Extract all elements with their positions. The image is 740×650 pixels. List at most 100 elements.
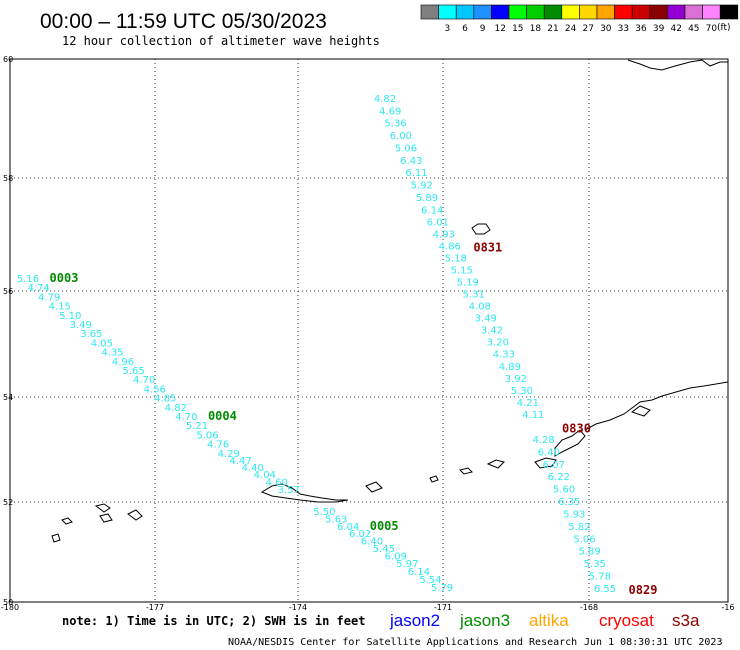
coast-unimak-island (554, 429, 586, 457)
wave-height-value: 5.89 (416, 193, 438, 204)
wave-height-value: 5.10 (59, 311, 81, 322)
scale-swatch (719, 4, 739, 20)
scale-tick-label: 12 (494, 24, 505, 34)
wave-height-value: 3.92 (505, 374, 527, 385)
wave-height-value: 4.04 (254, 470, 276, 481)
altimeter-tracks: 5.164.744.794.155.103.493.654.054.354.96… (17, 94, 658, 597)
coastline-aleutians (51, 59, 729, 543)
wave-height-color-scale: 3 6 9 12 15 18 21 24 27 30 33 36 39 42 45 70 (420, 4, 739, 34)
lat-label: 50 (3, 598, 13, 607)
wave-height-value: 5.60 (553, 485, 575, 496)
wave-height-value: 6.07 (543, 460, 565, 471)
wave-height-value: 5.18 (445, 254, 467, 265)
wave-height-value: 4.76 (207, 440, 229, 451)
wave-height-value: 3.49 (475, 314, 497, 325)
wave-height-value: 5.06 (573, 534, 595, 545)
wave-height-value: 4.82 (374, 94, 396, 105)
map-title: 00:00 – 11:59 UTC 05/30/2023 (40, 10, 327, 33)
scale-tick-label: 6 (462, 24, 468, 34)
coast-rat-near-islands (260, 483, 349, 503)
wave-height-value: 6.40 (538, 447, 560, 458)
pass-time-label: 0830 (562, 422, 591, 436)
scale-tick-label: 15 (512, 24, 523, 34)
wave-height-value: 6.40 (361, 537, 383, 548)
lon-label: -16 (721, 603, 734, 612)
wave-height-value: 4.82 (165, 403, 187, 414)
scale-swatch (420, 4, 439, 20)
coast-kodiak-fragment (630, 405, 651, 417)
track-0831-0829: 4.824.695.366.005.066.436.115.925.896.14… (374, 94, 658, 597)
scale-unit-label: (ft) (717, 23, 731, 33)
wave-height-value: 5.97 (396, 559, 418, 570)
wave-height-value: 4.96 (112, 357, 134, 368)
wave-height-value: 4.21 (517, 398, 539, 409)
note-text: note: 1) Time is in UTC; 2) SWH is in fe… (62, 614, 365, 628)
wave-height-value: 4.89 (499, 362, 521, 373)
wave-height-value: 4.33 (493, 350, 515, 361)
wave-height-value: 4.35 (101, 348, 123, 359)
scale-tick-label: 42 (670, 24, 681, 34)
wave-height-value: 5.06 (196, 430, 218, 441)
scale-swatch (702, 4, 721, 20)
scale-tick-label: 9 (480, 24, 486, 34)
pass-time-label: 0004 (208, 409, 237, 423)
map-frame (9, 58, 729, 603)
coast-unalaska-island (534, 457, 557, 469)
coast-islands-of-four-mountains (429, 459, 505, 483)
satellite-legend-altika: altika (529, 611, 569, 630)
scale-tick-label: 3 (445, 24, 451, 34)
footer-credit: NOAA/NESDIS Center for Satellite Applica… (228, 637, 577, 648)
wave-height-value: 5.78 (589, 572, 611, 583)
coast-alaska-peninsula (584, 381, 729, 431)
wave-height-value: 5.06 (395, 144, 417, 155)
wave-height-value: 4.70 (175, 412, 197, 423)
wave-height-value: 3.20 (487, 338, 509, 349)
wave-height-value: 4.05 (91, 338, 113, 349)
lat-label: 52 (3, 498, 13, 507)
wave-height-value: 4.93 (433, 230, 455, 241)
scale-swatch (473, 4, 492, 20)
wave-height-value: 5.21 (186, 421, 208, 432)
pass-time-label: 0005 (370, 519, 399, 533)
footer-timestamp: Jun 1 08:30:31 UTC 2023 (584, 637, 722, 648)
scale-swatch (684, 4, 703, 20)
wave-height-value: 5.50 (313, 507, 335, 518)
pass-time-label: 0003 (50, 271, 79, 285)
wave-height-value: 6.55 (594, 584, 616, 595)
map-subtitle: 12 hour collection of altimeter wave hei… (62, 34, 380, 48)
pass-time-label: 0829 (629, 583, 658, 597)
track-0003-0005: 5.164.744.794.155.103.493.654.054.354.96… (17, 271, 453, 594)
satellite-legend-cryosat: cryosat (599, 611, 654, 630)
scale-swatch (631, 4, 651, 20)
scale-swatch (508, 4, 527, 20)
scale-tick-label: 70 (706, 24, 718, 34)
lon-label: -171 (434, 603, 452, 612)
scale-swatch (455, 4, 475, 20)
wave-height-value: 4.86 (439, 242, 461, 253)
wave-height-value: 6.01 (427, 218, 449, 229)
scale-swatch (491, 4, 510, 20)
wave-height-value: 4.11 (522, 410, 544, 421)
wave-height-value: 5.31 (463, 290, 485, 301)
scale-swatch (438, 4, 457, 20)
wave-height-value: 4.85 (154, 394, 176, 405)
lat-label: 54 (3, 393, 13, 402)
lon-label: -180 (1, 603, 19, 612)
satellite-legend-s3a: s3a (672, 611, 700, 630)
wave-height-value: 6.14 (408, 567, 430, 578)
scale-swatch (649, 4, 668, 20)
lat-lon-grid: 60 58 56 54 52 50-180 -177 -174 -171 -168 -16 (1, 55, 735, 612)
wave-height-value: 5.45 (373, 544, 395, 555)
scale-tick-label: 36 (635, 24, 647, 34)
wave-height-value: 3.65 (80, 329, 102, 340)
wave-height-value: 5.36 (384, 119, 406, 130)
lat-label: 58 (3, 174, 13, 183)
scale-tick-label: 45 (688, 24, 699, 34)
wave-height-value: 4.15 (49, 302, 71, 313)
satellite-legend: jason2 jason3 altika cryosat s3a (389, 611, 700, 630)
wave-height-value: 5.65 (122, 366, 144, 377)
wave-height-value: 6.11 (405, 168, 427, 179)
wave-height-value: 6.22 (548, 472, 570, 483)
wave-height-value: 4.08 (469, 302, 491, 313)
